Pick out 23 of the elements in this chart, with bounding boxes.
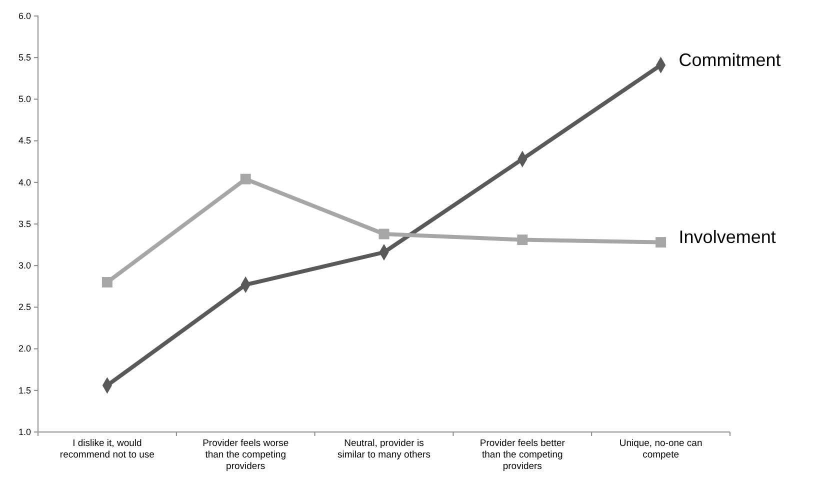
point xyxy=(378,228,390,240)
x-tick-label: Unique, no-one can compete xyxy=(619,438,702,460)
y-tick-label: 2.5 xyxy=(18,302,31,312)
series-label: Involvement xyxy=(678,227,776,248)
x-tick-label: Provider feels better than the competing providers xyxy=(480,438,565,472)
y-tick-label: 4.0 xyxy=(18,177,31,188)
y-tick-label: 2.0 xyxy=(18,344,31,354)
y-tick-label: 3.5 xyxy=(18,218,31,229)
x-tick-label: Neutral, provider is similar to many others xyxy=(338,438,431,460)
x-tick-label: I dislike it, would recommend not to use xyxy=(60,438,154,460)
y-tick-label: 5.5 xyxy=(18,52,31,62)
series-label: Commitment xyxy=(678,50,781,70)
point xyxy=(102,276,112,288)
y-tick-label: 1.0 xyxy=(18,426,31,437)
y-tick-label: 5.0 xyxy=(18,94,31,104)
point xyxy=(517,234,528,246)
y-tick-label: 4.5 xyxy=(18,136,31,146)
x-tick-label: Provider feels worse than the competing providers xyxy=(202,438,289,472)
y-tick-label: 1.5 xyxy=(18,385,31,396)
point xyxy=(656,237,666,248)
point xyxy=(240,174,251,184)
y-tick-label: 3.0 xyxy=(18,260,31,270)
y-tick-label: 6.0 xyxy=(18,10,31,21)
